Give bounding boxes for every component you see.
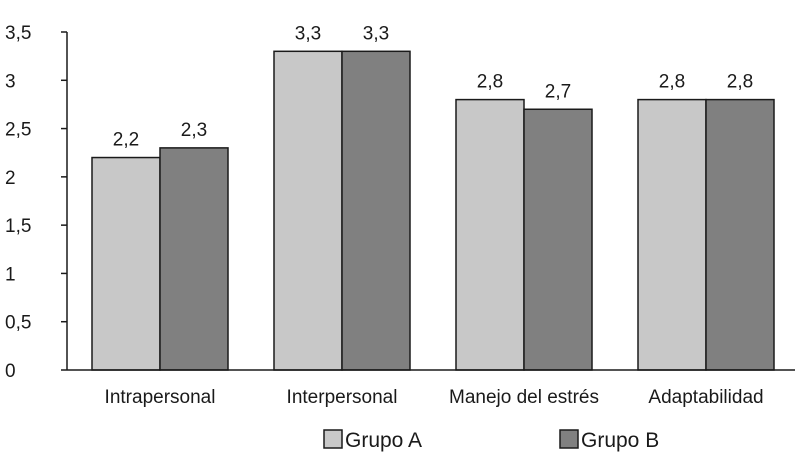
bar-grupo-b-0	[159, 147, 229, 371]
y-tick-label: 0	[5, 361, 16, 382]
data-label: 2,8	[659, 72, 685, 93]
legend: Grupo A Grupo B	[323, 429, 659, 452]
legend-swatch-grupo-a	[323, 429, 343, 449]
data-label: 2,8	[477, 72, 503, 93]
data-label: 2,8	[727, 72, 753, 93]
legend-swatch-grupo-b	[559, 429, 579, 449]
y-tick-label: 3,5	[5, 23, 31, 44]
y-tick-label: 0,5	[5, 313, 31, 334]
category-label: Manejo del estrés	[449, 387, 599, 408]
y-tick-label: 1	[5, 264, 16, 285]
data-label: 2,3	[181, 120, 207, 141]
y-tick-label: 3	[5, 71, 16, 92]
category-labels: Intrapersonal Interpersonal Manejo del est…	[105, 387, 764, 408]
legend-label-grupo-b: Grupo B	[581, 429, 659, 452]
bar-grupo-a-2	[455, 98, 525, 371]
category-label: Adaptabilidad	[648, 387, 763, 408]
bar-grupo-a-3	[637, 98, 707, 371]
bar-grupo-b-2	[523, 108, 593, 371]
bar-grupo-b-1	[341, 50, 411, 371]
bar-grupo-a-0	[91, 156, 161, 371]
data-label: 3,3	[363, 23, 389, 44]
data-label: 2,7	[545, 81, 571, 102]
y-tick-label: 2	[5, 168, 16, 189]
y-tick-label: 1,5	[5, 216, 31, 237]
data-label: 2,2	[113, 130, 139, 151]
data-labels: 2,2 2,3 3,3 3,3 2,8 2,7 2,8 2,8	[113, 23, 753, 150]
bar-grupo-a-1	[273, 50, 343, 371]
category-label: Intrapersonal	[105, 387, 216, 408]
data-label: 3,3	[295, 23, 321, 44]
y-tick-label: 2,5	[5, 120, 31, 141]
legend-label-grupo-a: Grupo A	[345, 429, 422, 452]
y-axis-ticks: 0 0,5 1 1,5 2 2,5 3 3,5	[5, 23, 67, 382]
bar-grupo-b-3	[705, 98, 775, 371]
category-label: Interpersonal	[287, 387, 398, 408]
bars	[91, 50, 775, 371]
